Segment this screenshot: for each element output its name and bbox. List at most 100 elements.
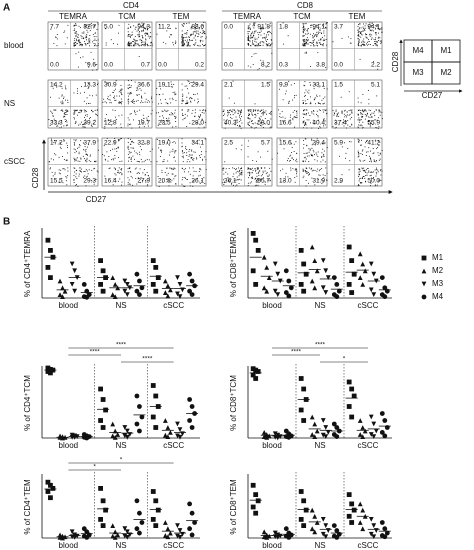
event (248, 113, 250, 115)
event (75, 184, 77, 186)
event (360, 113, 362, 115)
event (253, 24, 255, 26)
event (318, 39, 320, 41)
quadrant-value: 94.1 (312, 24, 325, 31)
quadrant-value: 55.9 (367, 120, 380, 127)
event (66, 119, 67, 121)
event (360, 33, 362, 34)
event (351, 109, 353, 111)
event-cloud (104, 109, 123, 129)
event (316, 35, 318, 37)
event-cloud (156, 139, 177, 163)
group-label: NS (314, 441, 325, 450)
point-m2 (264, 434, 270, 440)
event (238, 116, 240, 118)
point-m4 (134, 526, 140, 532)
event (175, 93, 177, 95)
event (262, 109, 264, 111)
point-m4 (137, 404, 142, 409)
event (73, 182, 75, 183)
event-cloud (357, 109, 383, 129)
point-m4 (187, 526, 193, 532)
event (140, 102, 142, 104)
group-label: blood (59, 301, 79, 310)
event (135, 26, 137, 28)
event (120, 127, 122, 128)
event (183, 23, 185, 25)
event (156, 87, 158, 89)
event (187, 43, 189, 45)
event (318, 109, 320, 111)
event (358, 41, 360, 43)
event (139, 31, 140, 32)
event (73, 142, 75, 143)
event (303, 160, 305, 162)
event (182, 119, 184, 121)
event (323, 87, 325, 89)
event (64, 111, 66, 113)
event (140, 177, 142, 179)
event (128, 95, 130, 97)
event (138, 178, 140, 180)
event (128, 101, 130, 103)
event (340, 120, 342, 122)
event (264, 167, 266, 169)
event (127, 147, 129, 149)
event (363, 110, 365, 112)
event (372, 152, 374, 154)
event (248, 39, 250, 41)
event (145, 32, 146, 34)
event (252, 37, 253, 39)
event (222, 179, 224, 181)
event (381, 170, 383, 172)
event (317, 45, 319, 47)
event (198, 28, 200, 30)
event (378, 145, 380, 146)
event (348, 110, 350, 112)
event (182, 39, 183, 41)
event (292, 119, 294, 121)
event (59, 127, 61, 129)
event (192, 167, 194, 169)
event (365, 175, 367, 176)
event (162, 111, 164, 113)
event (167, 119, 169, 121)
event (79, 160, 81, 162)
event (359, 119, 361, 121)
event (366, 140, 367, 142)
event (317, 34, 318, 36)
event (280, 170, 281, 172)
event (91, 169, 93, 171)
event (225, 123, 226, 125)
event (248, 109, 250, 111)
event (307, 28, 309, 30)
event (184, 39, 186, 41)
subset-label: TEM (173, 12, 190, 21)
event (160, 88, 162, 90)
event (81, 37, 83, 39)
event (54, 120, 56, 122)
event (351, 110, 353, 112)
event (187, 45, 189, 47)
event (119, 101, 121, 103)
event (135, 42, 137, 44)
event (157, 125, 159, 126)
event (173, 150, 175, 152)
event (75, 24, 77, 26)
point-m2 (112, 529, 118, 535)
event (74, 149, 76, 151)
event (88, 45, 90, 47)
facs-plot (276, 21, 328, 71)
event (195, 23, 196, 25)
event (182, 157, 184, 159)
event (270, 45, 272, 47)
event (371, 117, 373, 119)
event (193, 93, 194, 95)
event (66, 159, 68, 161)
event (134, 40, 136, 42)
event (260, 28, 262, 29)
event (302, 31, 304, 33)
event (235, 168, 237, 170)
event (174, 156, 175, 158)
event (95, 178, 97, 180)
